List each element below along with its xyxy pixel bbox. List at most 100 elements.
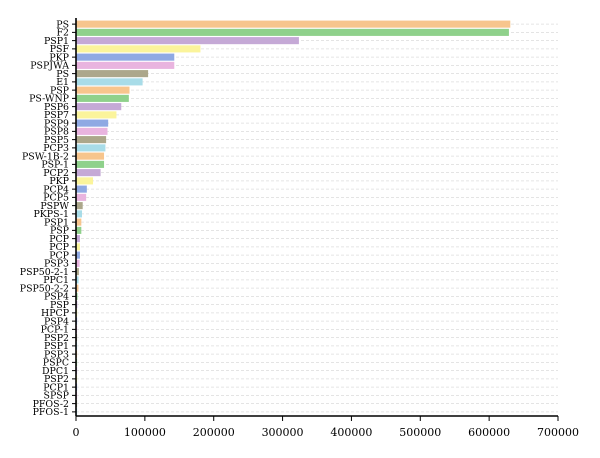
bar [76, 177, 94, 185]
y-tick-label: PS-WNP [29, 94, 69, 105]
bar [76, 259, 80, 267]
y-tick-label: PSPW [40, 201, 69, 212]
y-tick-label: PSP [50, 226, 69, 237]
bar [76, 144, 106, 152]
bar [76, 383, 78, 391]
y-tick-label: PSP2 [44, 333, 69, 344]
bar [76, 358, 78, 366]
y-tick-label: PKP [49, 52, 69, 63]
x-tick-label: 600000 [468, 426, 510, 439]
bar [76, 86, 130, 94]
x-tick-label: 100000 [124, 426, 166, 439]
bar [76, 350, 78, 358]
y-tick-label: PCP [49, 250, 69, 261]
x-tick-label: 500000 [399, 426, 441, 439]
bar [76, 210, 83, 218]
bar [76, 309, 78, 317]
bar [76, 367, 78, 375]
bar [76, 202, 83, 210]
bar [76, 45, 201, 53]
y-tick-label: PCP2 [43, 168, 69, 179]
bar [76, 37, 299, 45]
y-tick-label: PPC1 [43, 275, 69, 286]
x-tick-label: 300000 [262, 426, 304, 439]
bar [76, 375, 78, 383]
bar [76, 408, 78, 416]
y-tick-label: PCP3 [43, 143, 69, 154]
y-tick-label: PSF [50, 44, 70, 55]
bar [76, 317, 78, 325]
bars [76, 20, 511, 416]
y-tick-label: PSPC [43, 358, 69, 369]
y-tick-label: PSP3 [44, 349, 69, 360]
y-tick-label: PSP-1 [41, 160, 69, 171]
y-tick-label: PSP1 [44, 341, 69, 352]
y-tick-label: PSP8 [44, 127, 69, 138]
bar [76, 152, 105, 160]
bar [76, 292, 78, 300]
bar [76, 127, 108, 135]
y-tick-label: PSP1 [44, 36, 69, 47]
y-tick-label: PCP-1 [41, 325, 69, 336]
bar [76, 334, 78, 342]
bar [76, 342, 78, 350]
bar [76, 94, 129, 102]
x-tick-label: 0 [73, 426, 80, 439]
y-tick-label: PSP5 [44, 135, 69, 146]
bar [76, 103, 122, 111]
y-tick-label: PS [56, 19, 69, 30]
x-tick-label: 400000 [330, 426, 372, 439]
bar [76, 119, 109, 127]
y-tick-label: PCP5 [43, 193, 69, 204]
bar [76, 136, 107, 144]
bar [76, 400, 78, 408]
bar [76, 325, 78, 333]
y-tick-label: PKP [49, 176, 69, 187]
bar [76, 185, 87, 193]
bar [76, 111, 117, 119]
y-tick-label: PSP3 [44, 259, 69, 270]
bar [76, 61, 175, 69]
bar [76, 20, 511, 28]
bar [76, 391, 78, 399]
bar [76, 160, 105, 168]
y-tick-label: PSP2 [44, 374, 69, 385]
y-tick-label: PCP [49, 234, 69, 245]
y-tick-label: PSP50-2-2 [20, 283, 69, 294]
y-tick-label: F2 [57, 28, 70, 39]
bar [76, 226, 82, 234]
bar [76, 70, 149, 78]
y-tick-label: PFOS-2 [33, 399, 69, 410]
bar [76, 268, 79, 276]
y-tick-label: PSP4 [44, 316, 69, 327]
y-tick-label: PSP1 [44, 217, 69, 228]
y-tick-label: PCP [49, 242, 69, 253]
y-tick-label: PFOS-1 [33, 407, 69, 418]
bar [76, 218, 82, 226]
y-tick-label: PSP7 [44, 110, 69, 121]
y-tick-label: SPSP [44, 391, 69, 402]
y-tick-label: E1 [56, 77, 69, 88]
bar [76, 193, 87, 201]
bar [76, 28, 509, 36]
y-axis: PSF2PSP1PSFPKPPSPJWAPSE1PSPPS-WNPPSP6PSP… [20, 18, 77, 418]
bar [76, 284, 79, 292]
bar [76, 301, 78, 309]
x-axis: 0 100000 200000 300000 400000 500000 600000 700… [73, 415, 579, 439]
x-tick-label: 200000 [193, 426, 235, 439]
y-tick-label: PSP6 [44, 102, 69, 113]
y-tick-label: PSP [50, 85, 69, 96]
bar [76, 235, 80, 243]
y-tick-label: PCP1 [43, 382, 69, 393]
bar [76, 276, 79, 284]
y-tick-label: PSW-1B-2 [22, 151, 69, 162]
y-tick-label: PSP9 [44, 118, 69, 129]
y-tick-label: HPCP [41, 308, 69, 319]
grid-lines [76, 23, 558, 413]
y-tick-label: DPC1 [42, 366, 69, 377]
y-tick-label: PSP [50, 300, 69, 311]
x-tick-label: 700000 [537, 426, 579, 439]
y-tick-label: PSPJWA [30, 61, 69, 72]
y-tick-label: PKPS-1 [33, 209, 69, 220]
